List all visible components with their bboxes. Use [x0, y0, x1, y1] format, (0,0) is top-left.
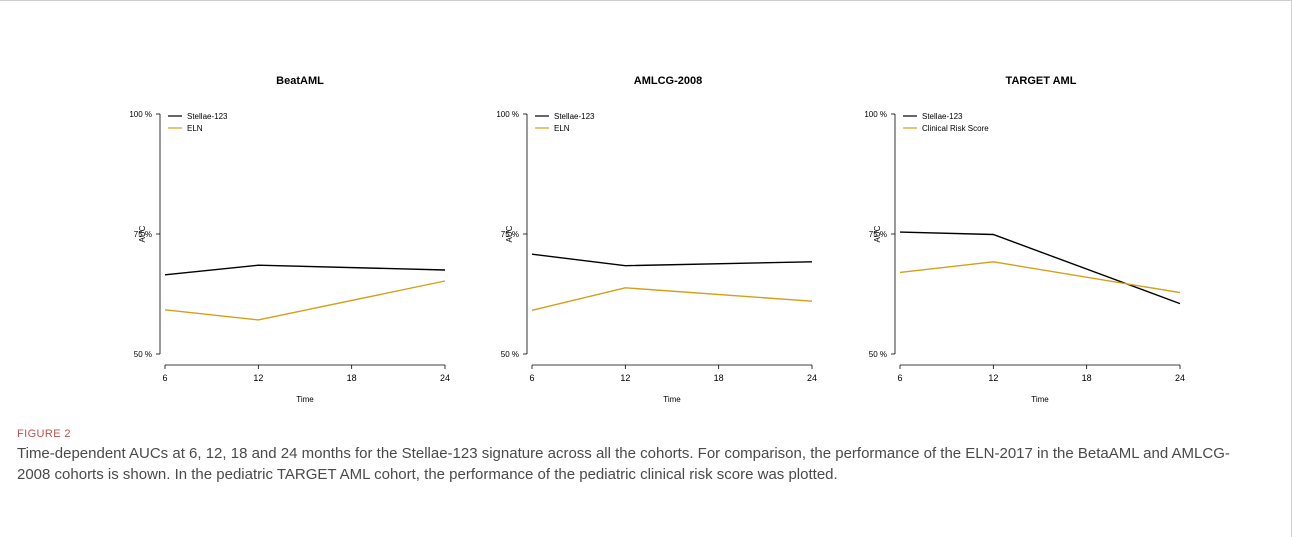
y-axis-label: AUC — [873, 225, 882, 242]
x-tick-label: 24 — [1175, 373, 1185, 383]
figure-label: FIGURE 2 — [17, 428, 71, 440]
chart-title: BeatAML — [276, 75, 324, 87]
series-line-2 — [531, 287, 813, 311]
figure-caption: Time-dependent AUCs at 6, 12, 18 and 24 … — [17, 445, 1230, 483]
chart-panel-3: TARGET AML 50 % 75 % 100 % AUC 6 12 18 24 Time Ste… — [864, 75, 1185, 404]
x-tick-label: 18 — [347, 373, 357, 383]
legend-label: Clinical Risk Score — [922, 124, 989, 133]
legend-label: Stellae-123 — [187, 112, 228, 121]
x-tick-label: 12 — [620, 373, 630, 383]
legend-label: Stellae-123 — [554, 112, 595, 121]
chart-title: AMLCG-2008 — [634, 75, 702, 87]
y-axis-label: AUC — [138, 225, 147, 242]
x-tick-label: 6 — [897, 373, 902, 383]
y-tick-label: 50 % — [869, 350, 887, 359]
legend-label: Stellae-123 — [922, 112, 963, 121]
charts-area: BeatAML 50 % 75 % 100 % AUC 6 12 18 24 Time Stella… — [129, 75, 1185, 404]
x-tick-label: 18 — [714, 373, 724, 383]
y-tick-label: 75 % — [869, 230, 887, 239]
x-tick-label: 12 — [988, 373, 998, 383]
x-tick-label: 12 — [253, 373, 263, 383]
y-tick-label: 50 % — [134, 350, 152, 359]
y-tick-label: 50 % — [501, 350, 519, 359]
x-tick-label: 6 — [162, 373, 167, 383]
y-tick-label: 75 % — [501, 230, 519, 239]
y-tick-label: 75 % — [134, 230, 152, 239]
series-line-2 — [164, 280, 446, 321]
series-line-2 — [899, 261, 1181, 294]
x-axis-label: Time — [1031, 395, 1049, 404]
legend-label: ELN — [554, 124, 570, 133]
y-axis-label: AUC — [505, 225, 514, 242]
series-line-1 — [899, 231, 1181, 305]
chart-panel-2: AMLCG-2008 50 % 75 % 100 % AUC 6 12 18 24 Time Ste… — [496, 75, 817, 404]
series-line-1 — [531, 253, 813, 267]
x-axis-label: Time — [663, 395, 681, 404]
x-tick-label: 24 — [440, 373, 450, 383]
y-tick-label: 100 % — [496, 110, 519, 119]
y-tick-label: 100 % — [129, 110, 152, 119]
series-line-1 — [164, 264, 446, 276]
y-tick-label: 100 % — [864, 110, 887, 119]
chart-title: TARGET AML — [1006, 75, 1077, 87]
legend-label: ELN — [187, 124, 203, 133]
chart-panel-1: BeatAML 50 % 75 % 100 % AUC 6 12 18 24 Time Stella… — [129, 75, 450, 404]
x-tick-label: 18 — [1082, 373, 1092, 383]
x-tick-label: 6 — [529, 373, 534, 383]
x-axis-label: Time — [296, 395, 314, 404]
x-tick-label: 24 — [807, 373, 817, 383]
